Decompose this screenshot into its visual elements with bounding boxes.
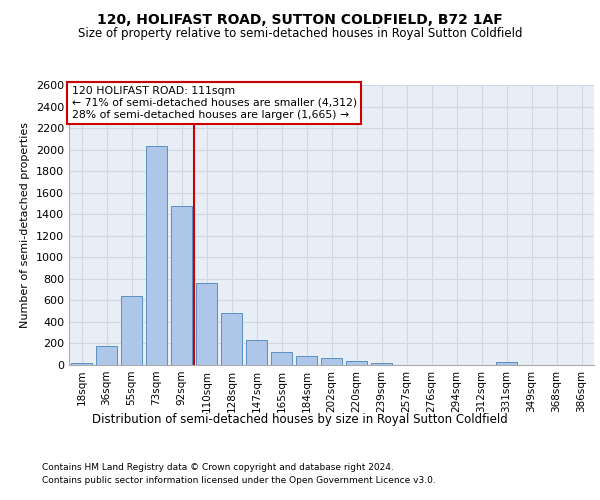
- Bar: [321, 358, 342, 365]
- Bar: [246, 340, 267, 365]
- Bar: [221, 314, 242, 365]
- Bar: [196, 283, 217, 365]
- Bar: [121, 296, 142, 365]
- Text: 120, HOLIFAST ROAD, SUTTON COLDFIELD, B72 1AF: 120, HOLIFAST ROAD, SUTTON COLDFIELD, B7…: [97, 12, 503, 26]
- Bar: [271, 352, 292, 365]
- Bar: [146, 146, 167, 365]
- Text: Distribution of semi-detached houses by size in Royal Sutton Coldfield: Distribution of semi-detached houses by …: [92, 412, 508, 426]
- Text: Contains HM Land Registry data © Crown copyright and database right 2024.: Contains HM Land Registry data © Crown c…: [42, 462, 394, 471]
- Bar: [71, 364, 92, 365]
- Text: Contains public sector information licensed under the Open Government Licence v3: Contains public sector information licen…: [42, 476, 436, 485]
- Text: 120 HOLIFAST ROAD: 111sqm
← 71% of semi-detached houses are smaller (4,312)
28% : 120 HOLIFAST ROAD: 111sqm ← 71% of semi-…: [71, 86, 357, 120]
- Bar: [371, 363, 392, 365]
- Bar: [496, 362, 517, 365]
- Bar: [296, 356, 317, 365]
- Bar: [346, 361, 367, 365]
- Text: Size of property relative to semi-detached houses in Royal Sutton Coldfield: Size of property relative to semi-detach…: [78, 28, 522, 40]
- Bar: [96, 346, 117, 365]
- Y-axis label: Number of semi-detached properties: Number of semi-detached properties: [20, 122, 31, 328]
- Bar: [171, 206, 192, 365]
